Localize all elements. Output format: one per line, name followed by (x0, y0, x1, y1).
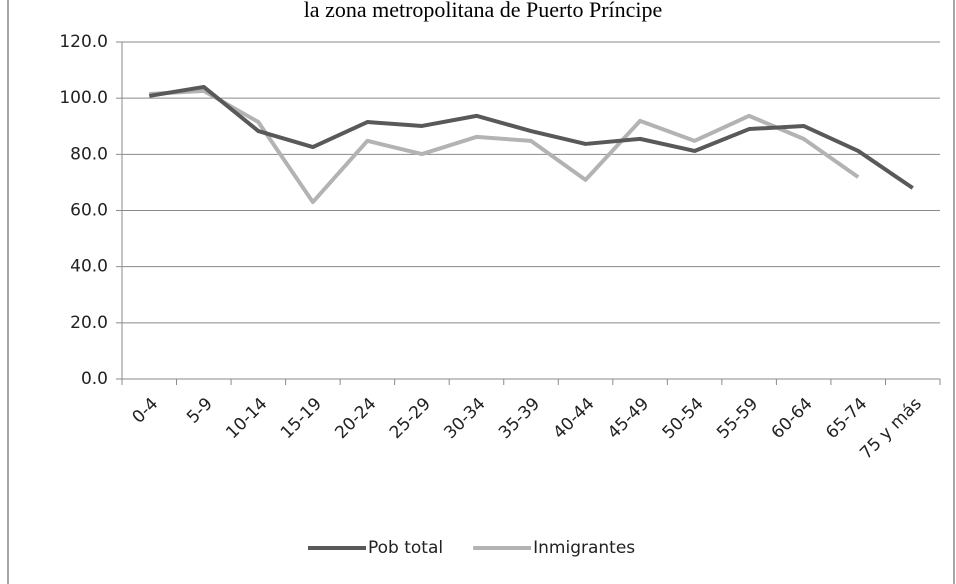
chart-title: la zona metropolitana de Puerto Príncipe (304, 0, 663, 22)
line-series (149, 88, 860, 205)
y-tick-label: 60.0 (70, 201, 108, 221)
x-tick-label: 55-59 (713, 394, 762, 443)
x-tick-label: 5-9 (183, 394, 217, 428)
x-tick-label: 50-54 (659, 394, 708, 443)
y-tick-label: 40.0 (70, 257, 108, 277)
x-tick-label: 60-64 (768, 394, 817, 443)
legend-label: Inmigrantes (533, 538, 635, 558)
legend-label: Pob total (368, 538, 443, 558)
x-tick-label: 0-4 (129, 394, 163, 428)
y-tick-label: 20.0 (70, 313, 108, 333)
x-tick-label: 15-19 (277, 394, 326, 443)
x-tick-label: 40-44 (550, 394, 599, 443)
line-series (148, 84, 914, 190)
x-tick-label: 10-14 (222, 394, 271, 443)
y-tick-label: 80.0 (70, 144, 108, 164)
y-tick-label: 120.0 (59, 32, 108, 52)
x-tick-label: 25-29 (386, 394, 435, 443)
y-tick-label: 0.0 (81, 369, 108, 389)
y-tick-label: 100.0 (59, 88, 108, 108)
x-tick-label: 20-24 (331, 394, 380, 443)
x-tick-label: 65-74 (822, 394, 871, 443)
chart-frame (7, 0, 955, 584)
x-tick-label: 35-39 (495, 394, 544, 443)
x-tick-label: 45-49 (604, 394, 653, 443)
x-tick-label: 30-34 (440, 394, 489, 443)
